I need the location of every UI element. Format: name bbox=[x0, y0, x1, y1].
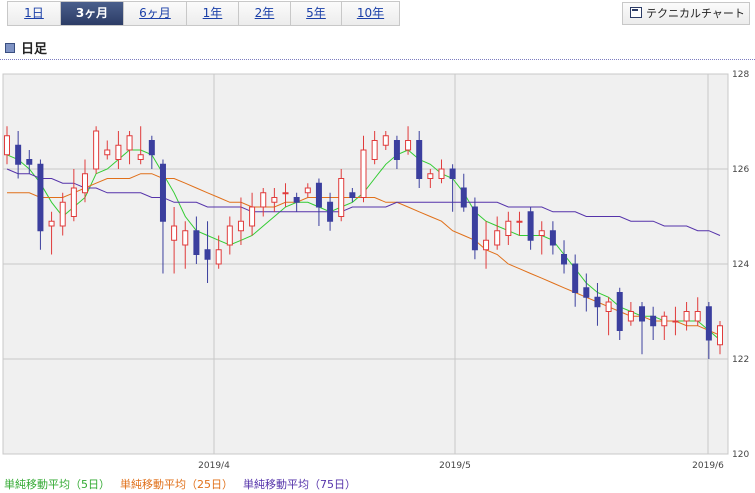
candle-body-up bbox=[271, 197, 278, 203]
candle-body-up bbox=[438, 168, 445, 179]
y-tick-label: 120 bbox=[732, 450, 749, 460]
candle-body-up bbox=[683, 311, 690, 322]
candle-body-up bbox=[338, 178, 345, 217]
candle-body-down bbox=[561, 254, 568, 265]
candle-body-down bbox=[594, 296, 601, 308]
candle-body-up bbox=[81, 173, 88, 194]
candle-body-down bbox=[460, 187, 467, 208]
technical-chart-label: テクニカルチャート bbox=[646, 7, 745, 20]
candle-body-down bbox=[527, 211, 534, 241]
candle-body-down bbox=[572, 263, 579, 293]
candle-body-down bbox=[293, 197, 300, 203]
tab-2y[interactable]: 2年 bbox=[239, 2, 291, 25]
period-tabs: 1日 3ヶ月 6ヶ月 1年 2年 5年 10年 bbox=[7, 1, 400, 26]
candle-body-up bbox=[4, 135, 10, 156]
candle-body-up bbox=[226, 225, 233, 246]
candle-body-down bbox=[639, 306, 646, 322]
tab-1y[interactable]: 1年 bbox=[187, 2, 239, 25]
candle-body-up bbox=[215, 249, 222, 265]
tab-1d[interactable]: 1日 bbox=[8, 2, 61, 25]
candle-body-down bbox=[416, 140, 423, 179]
candle-body-down bbox=[616, 292, 623, 331]
divider bbox=[0, 59, 755, 60]
candle-body-up bbox=[282, 192, 289, 195]
ma75-line bbox=[6, 168, 721, 236]
candle-body-up bbox=[59, 201, 66, 227]
candle-body-up bbox=[304, 187, 311, 194]
legend-ma5: 単純移動平均（5日） bbox=[4, 478, 110, 491]
candle-body-down bbox=[583, 287, 590, 298]
candle-body-up bbox=[483, 239, 490, 251]
chart-icon bbox=[630, 7, 642, 18]
chart-title: 日足 bbox=[5, 38, 47, 57]
square-bullet-icon bbox=[5, 43, 15, 53]
candle-body-down bbox=[204, 249, 211, 260]
candle-body-up bbox=[360, 149, 367, 198]
candle-body-up bbox=[171, 225, 178, 241]
tab-3m[interactable]: 3ヶ月 bbox=[61, 2, 124, 25]
candle-body-up bbox=[48, 220, 55, 227]
x-tick-label: 2019/6 bbox=[692, 461, 724, 471]
candle-body-up bbox=[405, 140, 412, 151]
candle-body-up bbox=[137, 154, 144, 160]
candle-body-down bbox=[26, 159, 33, 165]
candle-body-down bbox=[705, 306, 712, 341]
candle-body-down bbox=[327, 201, 334, 222]
y-tick-label: 124 bbox=[732, 260, 749, 270]
candle-body-down bbox=[159, 163, 166, 222]
candle-body-up bbox=[126, 135, 133, 151]
candle-body-up bbox=[371, 140, 378, 160]
candle-body-down bbox=[650, 315, 657, 327]
candle-body-up bbox=[717, 325, 723, 346]
candle-body-up bbox=[538, 230, 545, 236]
candle-body-down bbox=[393, 140, 400, 160]
candle-body-up bbox=[427, 173, 434, 179]
candle-body-down bbox=[193, 230, 200, 255]
legend-ma25: 単純移動平均（25日） bbox=[120, 478, 233, 491]
x-tick-label: 2019/4 bbox=[198, 461, 230, 471]
candle-body-up bbox=[115, 144, 122, 160]
tab-10y[interactable]: 10年 bbox=[342, 2, 399, 25]
chart-legend: 単純移動平均（5日） 単純移動平均（25日） 単純移動平均（75日） bbox=[4, 476, 356, 492]
technical-chart-button[interactable]: テクニカルチャート bbox=[622, 2, 750, 25]
candle-body-down bbox=[549, 230, 556, 246]
chart-title-text: 日足 bbox=[21, 42, 48, 57]
candle-body-up bbox=[182, 230, 189, 246]
candlestick-chart: 120 122 124 126 128 2019/4 2019/5 2019/6 bbox=[2, 70, 749, 471]
candle-body-up bbox=[605, 301, 612, 312]
candle-body-up bbox=[382, 135, 389, 146]
candle-body-up bbox=[249, 206, 256, 227]
candle-body-up bbox=[93, 130, 100, 170]
candle-body-up bbox=[260, 192, 267, 208]
candle-body-down bbox=[471, 206, 478, 251]
candle-body-up bbox=[627, 311, 634, 322]
candle-body-up bbox=[494, 230, 501, 246]
candle-body-up bbox=[516, 220, 523, 223]
candle-body-down bbox=[449, 168, 456, 179]
candle-body-down bbox=[349, 192, 356, 198]
candle-body-down bbox=[15, 144, 22, 165]
candle-body-up bbox=[694, 311, 701, 322]
tab-5y[interactable]: 5年 bbox=[291, 2, 342, 25]
candle-body-up bbox=[70, 187, 77, 217]
tab-6m[interactable]: 6ヶ月 bbox=[124, 2, 187, 25]
y-tick-label: 126 bbox=[732, 165, 749, 175]
y-tick-label: 122 bbox=[732, 355, 749, 365]
y-tick-label: 128 bbox=[732, 70, 749, 80]
candle-body-up bbox=[672, 320, 679, 323]
candle-body-up bbox=[237, 220, 244, 232]
candle-body-up bbox=[661, 315, 668, 327]
candle-body-down bbox=[315, 182, 322, 208]
candle-body-up bbox=[104, 149, 111, 156]
x-tick-label: 2019/5 bbox=[439, 461, 471, 471]
legend-ma75: 単純移動平均（75日） bbox=[243, 478, 356, 491]
candle-body-down bbox=[148, 140, 155, 156]
candle-body-down bbox=[37, 163, 44, 232]
candle-body-up bbox=[505, 220, 512, 236]
